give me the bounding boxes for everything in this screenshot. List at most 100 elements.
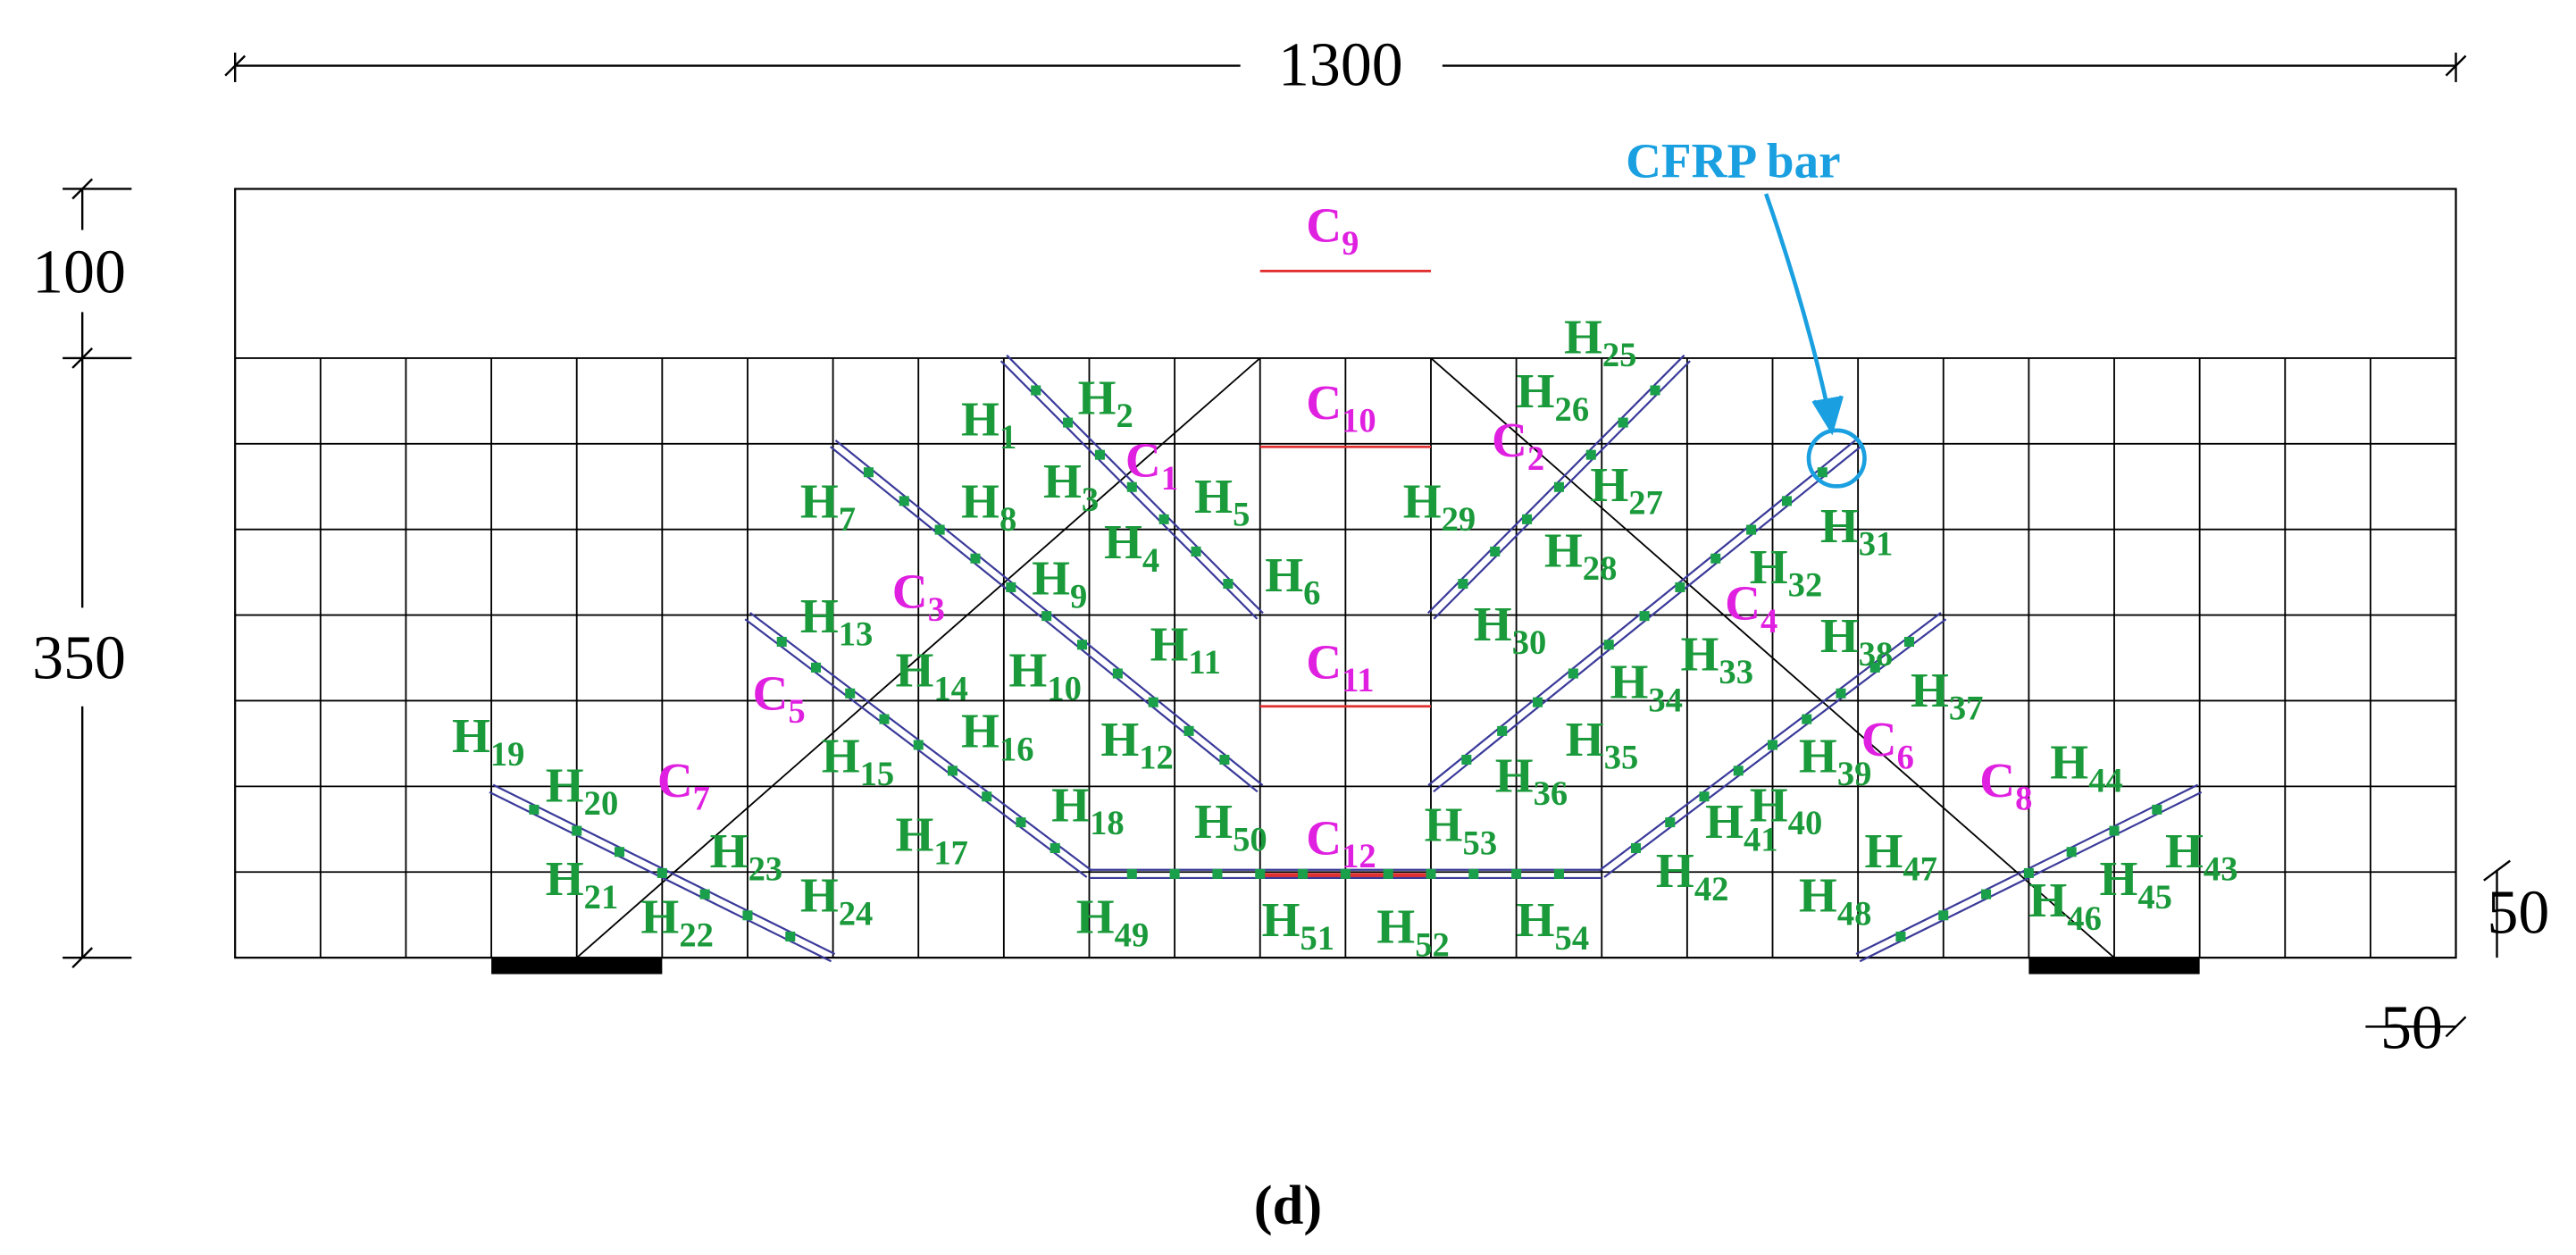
label-letter: H <box>1681 626 1719 681</box>
cfrp-gauge-label: H16 <box>961 704 1034 769</box>
label-subscript: 47 <box>1903 851 1937 889</box>
label-letter: H <box>800 868 839 923</box>
gauge-dot <box>1041 611 1052 622</box>
cfrp-gauge-label: H19 <box>452 708 525 774</box>
gauge-dot <box>1836 688 1846 699</box>
concrete-gauge-label: C2 <box>1492 413 1544 478</box>
label-letter: H <box>1051 778 1090 832</box>
cfrp-gauge-label: H54 <box>1517 892 1590 958</box>
label-letter: H <box>1078 370 1117 424</box>
concrete-gauge-label: C3 <box>892 564 945 629</box>
gauge-dot <box>1618 417 1628 428</box>
label-letter: H <box>895 807 933 862</box>
gauge-dot <box>1158 514 1169 524</box>
gauge-dot <box>1148 697 1158 707</box>
caption: (d) <box>1254 1174 1322 1236</box>
label-subscript: 35 <box>1604 740 1639 777</box>
gauge-dot <box>1511 868 1522 879</box>
label-subscript: 8 <box>999 501 1016 539</box>
gauge-dot <box>1031 385 1041 396</box>
cfrp-gauge-label: H34 <box>1610 655 1683 720</box>
cfrp-gauge-label: H32 <box>1750 540 1823 605</box>
label-letter: H <box>1656 843 1694 898</box>
label-letter: H <box>452 708 490 763</box>
gauge-dot <box>1767 740 1778 750</box>
gauge-dot <box>1733 766 1744 776</box>
cfrp-gauge-label: H4 <box>1104 515 1159 580</box>
label-subscript: 50 <box>1233 822 1267 859</box>
label-letter: C <box>1125 432 1161 487</box>
gauge-dot <box>1710 553 1721 564</box>
cfrp-gauge-label: H12 <box>1100 712 1174 777</box>
right-offset-dimension: 50 <box>2487 879 2549 948</box>
cfrp-gauge-label: H47 <box>1864 824 1937 889</box>
label-subscript: 32 <box>1788 567 1823 605</box>
gauge-dot <box>1094 449 1105 460</box>
gauge-dot <box>1298 868 1309 879</box>
label-subscript: 14 <box>933 670 968 707</box>
label-letter: H <box>800 473 839 528</box>
label-letter: H <box>1100 712 1139 766</box>
label-subscript: 34 <box>1648 682 1683 719</box>
label-letter: H <box>2050 735 2088 790</box>
cfrp-gauge-label: H31 <box>1820 498 1894 564</box>
label-letter: H <box>1705 794 1744 849</box>
label-letter: H <box>1820 608 1859 663</box>
label-letter: H <box>546 851 584 906</box>
gauge-dot <box>1112 668 1123 679</box>
gauge-dot <box>1781 496 1792 506</box>
label-subscript: 22 <box>679 916 714 954</box>
gauge-dot <box>2066 847 2077 858</box>
gauge-dot <box>1938 910 1949 921</box>
label-subscript: 10 <box>1342 403 1376 440</box>
label-letter: C <box>892 564 928 618</box>
cfrp-gauge-label: H14 <box>895 643 968 708</box>
cfrp-gauge-label: H11 <box>1150 616 1221 682</box>
gauge-dot <box>1006 581 1016 592</box>
label-letter: H <box>546 757 584 812</box>
label-subscript: 29 <box>1442 501 1476 539</box>
label-letter: H <box>1495 748 1534 802</box>
label-letter: C <box>1979 753 2015 807</box>
gauge-dot <box>1802 714 1812 724</box>
label-subscript: 10 <box>1047 670 1082 707</box>
label-subscript: 36 <box>1534 775 1568 813</box>
label-subscript: 15 <box>860 756 895 793</box>
gauge-dot <box>1522 514 1533 524</box>
label-letter: C <box>1306 810 1342 865</box>
label-letter: C <box>657 753 693 807</box>
label-letter: H <box>1566 712 1604 766</box>
cfrp-gauge-label: H22 <box>640 890 714 955</box>
label-letter: H <box>1820 498 1859 553</box>
gauge-dot <box>1016 817 1026 828</box>
label-letter: C <box>1306 375 1342 430</box>
top-depth-dimension: 100 <box>32 238 126 306</box>
cfrp-gauge-label: H39 <box>1799 728 1872 793</box>
label-letter: H <box>1750 540 1788 594</box>
dimensions <box>63 52 2511 1038</box>
cfrp-gauge-label: H37 <box>1911 663 1984 728</box>
label-letter: H <box>2099 851 2137 906</box>
struts <box>576 357 2115 958</box>
gauge-dot <box>1426 868 1436 879</box>
label-subscript: 38 <box>1859 636 1894 674</box>
gauge-dot <box>1585 449 1596 460</box>
cfrp-bars <box>489 354 2203 963</box>
label-letter: H <box>1911 663 1949 717</box>
gauge-dot <box>1675 581 1685 592</box>
label-subscript: 44 <box>2088 762 2123 799</box>
label-subscript: 49 <box>1115 916 1150 954</box>
label-subscript: 5 <box>788 693 805 731</box>
gauge-dot <box>1219 755 1230 766</box>
label-letter: H <box>1403 473 1442 528</box>
label-letter: H <box>2165 824 2204 878</box>
concrete-gauge-label: C1 <box>1125 432 1178 498</box>
label-subscript: 27 <box>1628 485 1663 523</box>
cfrp-gauge-label: H40 <box>1750 778 1823 843</box>
label-subscript: 2 <box>1527 440 1544 478</box>
cfrp-gauge-label: H50 <box>1194 794 1267 859</box>
concrete-gauge-label: C5 <box>752 665 805 731</box>
label-letter: H <box>1265 548 1303 602</box>
